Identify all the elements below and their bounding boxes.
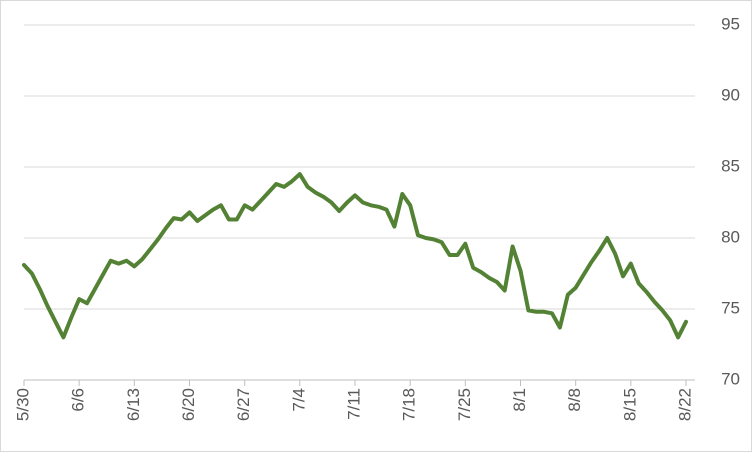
- x-tick-label: 6/13: [124, 388, 143, 421]
- y-tick-label: 70: [721, 369, 740, 388]
- y-tick-label: 75: [721, 298, 740, 317]
- x-tick-label: 6/6: [69, 388, 88, 412]
- x-tick-label: 6/27: [234, 388, 253, 421]
- x-tick-label: 8/8: [565, 388, 584, 412]
- y-tick-label: 95: [721, 14, 740, 33]
- x-tick-label: 8/1: [510, 388, 529, 412]
- x-tick-label: 6/20: [179, 388, 198, 421]
- y-tick-label: 90: [721, 85, 740, 104]
- x-tick-label: 7/18: [400, 388, 419, 421]
- data-line: [22, 172, 688, 340]
- x-tick-label: 7/25: [455, 388, 474, 421]
- x-tick-label: 7/11: [344, 388, 363, 420]
- y-tick-label: 80: [721, 227, 740, 246]
- x-tick-label: 8/22: [675, 388, 694, 421]
- y-tick-label: 85: [721, 156, 740, 175]
- x-tick-label: 5/30: [13, 388, 32, 421]
- x-tick-label: 8/15: [620, 388, 639, 421]
- x-tick-label: 7/4: [289, 388, 308, 412]
